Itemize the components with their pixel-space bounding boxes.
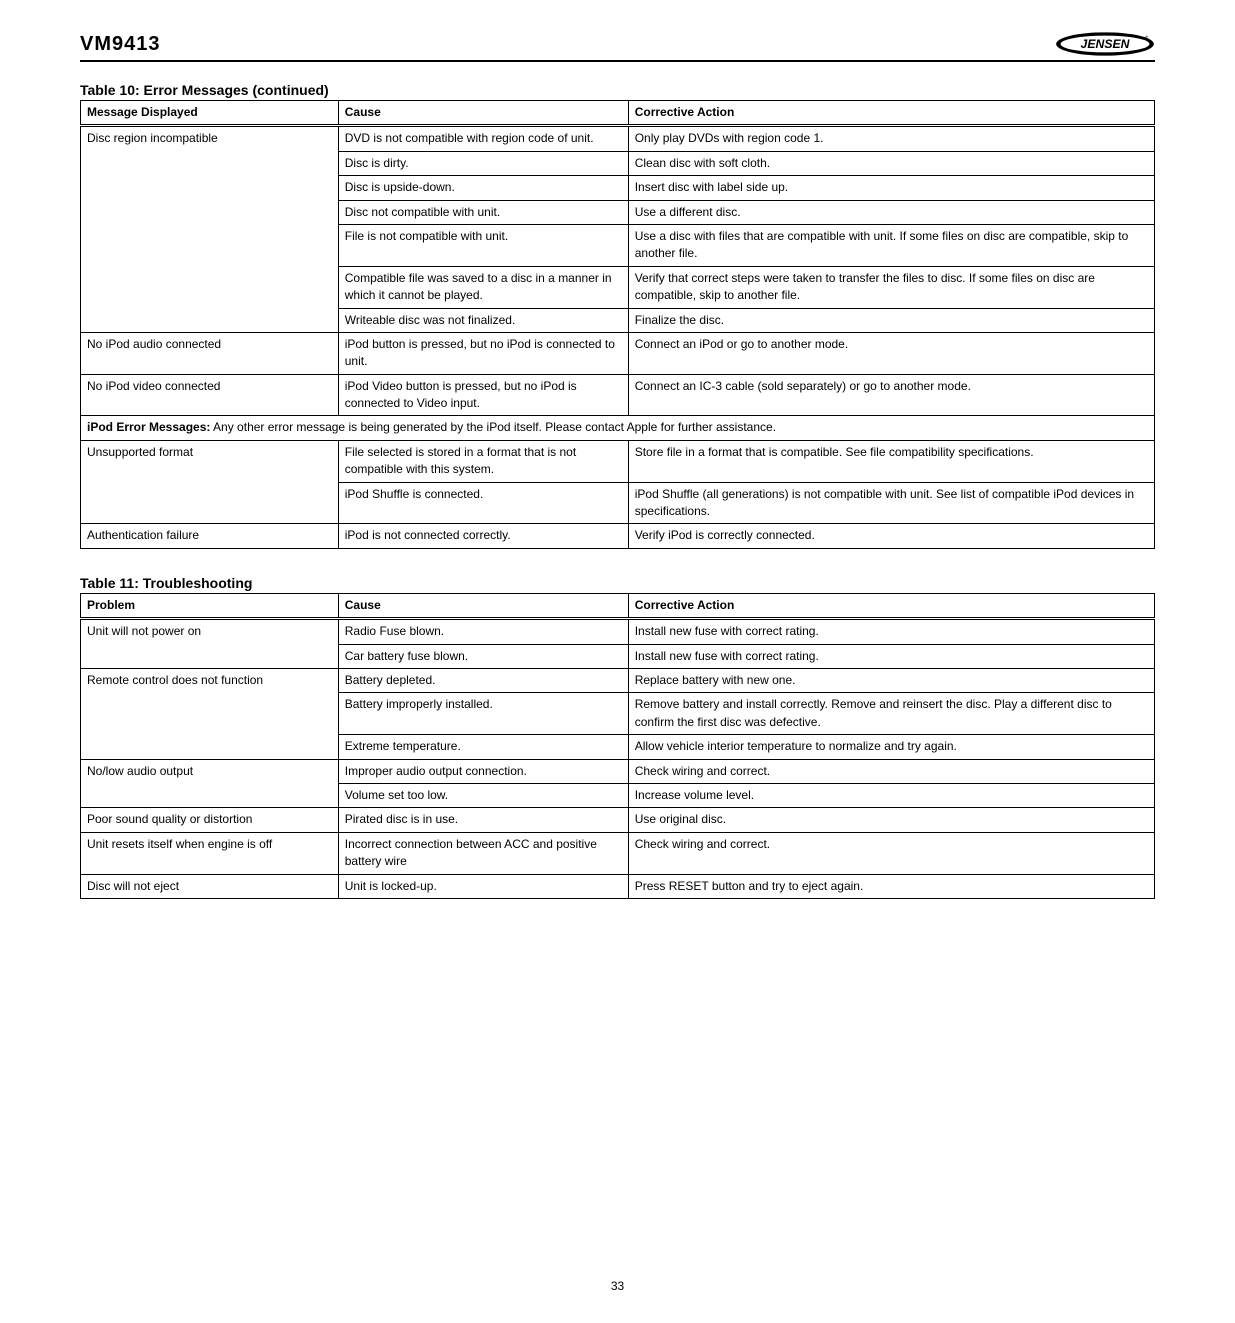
cell-first: Authentication failure xyxy=(81,524,339,548)
cell-cause: DVD is not compatible with region code o… xyxy=(338,126,628,151)
error-messages-table: Message Displayed Cause Corrective Actio… xyxy=(80,100,1155,549)
troubleshooting-table: Problem Cause Corrective Action Unit wil… xyxy=(80,593,1155,899)
t1-h2: Cause xyxy=(338,101,628,126)
cell-cause: Incorrect connection between ACC and pos… xyxy=(338,832,628,874)
cell-first: No iPod video connected xyxy=(81,374,339,416)
cell-action: Verify iPod is correctly connected. xyxy=(628,524,1154,548)
cell-cause: Unit is locked-up. xyxy=(338,874,628,898)
t2-h1: Problem xyxy=(81,593,339,618)
cell-action: Verify that correct steps were taken to … xyxy=(628,266,1154,308)
t2-h3: Corrective Action xyxy=(628,593,1154,618)
table-row-span: iPod Error Messages: Any other error mes… xyxy=(81,416,1155,440)
jensen-logo: JENSEN ® xyxy=(1055,30,1155,58)
cell-action: Insert disc with label side up. xyxy=(628,176,1154,200)
t1-h1: Message Displayed xyxy=(81,101,339,126)
cell-first: Unsupported format xyxy=(81,440,339,524)
cell-cause: iPod Shuffle is connected. xyxy=(338,482,628,524)
cell-first: Disc will not eject xyxy=(81,874,339,898)
model-number: VM9413 xyxy=(80,33,1055,56)
cell-cause: File selected is stored in a format that… xyxy=(338,440,628,482)
cell-action: Connect an IC-3 cable (sold separately) … xyxy=(628,374,1154,416)
cell-cause: iPod is not connected correctly. xyxy=(338,524,628,548)
cell-first: Unit will not power on xyxy=(81,619,339,669)
cell-action: Check wiring and correct. xyxy=(628,832,1154,874)
cell-action: Clean disc with soft cloth. xyxy=(628,151,1154,175)
cell-action: Only play DVDs with region code 1. xyxy=(628,126,1154,151)
page-header: VM9413 JENSEN ® xyxy=(80,30,1155,62)
cell-cause: Battery depleted. xyxy=(338,668,628,692)
cell-cause: Compatible file was saved to a disc in a… xyxy=(338,266,628,308)
cell-action: Check wiring and correct. xyxy=(628,759,1154,783)
cell-action: Install new fuse with correct rating. xyxy=(628,644,1154,668)
cell-cause: Disc is dirty. xyxy=(338,151,628,175)
cell-cause: Improper audio output connection. xyxy=(338,759,628,783)
cell-cause: Pirated disc is in use. xyxy=(338,808,628,832)
cell-cause: File is not compatible with unit. xyxy=(338,224,628,266)
cell-cause: Volume set too low. xyxy=(338,783,628,807)
cell-first: Unit resets itself when engine is off xyxy=(81,832,339,874)
cell-action: Connect an iPod or go to another mode. xyxy=(628,332,1154,374)
cell-cause: Writeable disc was not finalized. xyxy=(338,308,628,332)
cell-first: Poor sound quality or distortion xyxy=(81,808,339,832)
page-number: 33 xyxy=(80,1279,1155,1293)
table1-title: Table 10: Error Messages (continued) xyxy=(80,82,1155,98)
cell-cause: Battery improperly installed. xyxy=(338,693,628,735)
cell-action: Press RESET button and try to eject agai… xyxy=(628,874,1154,898)
table2-title: Table 11: Troubleshooting xyxy=(80,575,1155,591)
cell-cause: Car battery fuse blown. xyxy=(338,644,628,668)
cell-action: Use a different disc. xyxy=(628,200,1154,224)
cell-action: Increase volume level. xyxy=(628,783,1154,807)
t1-h3: Corrective Action xyxy=(628,101,1154,126)
cell-cause: Radio Fuse blown. xyxy=(338,619,628,644)
cell-action: Install new fuse with correct rating. xyxy=(628,619,1154,644)
cell-cause: iPod Video button is pressed, but no iPo… xyxy=(338,374,628,416)
cell-action: Remove battery and install correctly. Re… xyxy=(628,693,1154,735)
cell-action: Use original disc. xyxy=(628,808,1154,832)
cell-action: Use a disc with files that are compatibl… xyxy=(628,224,1154,266)
cell-cause: Disc is upside-down. xyxy=(338,176,628,200)
cell-first: No/low audio output xyxy=(81,759,339,808)
cell-first: Remote control does not function xyxy=(81,668,339,759)
cell-first: No iPod audio connected xyxy=(81,332,339,374)
cell-action: iPod Shuffle (all generations) is not co… xyxy=(628,482,1154,524)
cell-first: Disc region incompatible xyxy=(81,126,339,333)
cell-action: Allow vehicle interior temperature to no… xyxy=(628,735,1154,759)
svg-text:JENSEN: JENSEN xyxy=(1081,37,1131,51)
cell-cause: iPod button is pressed, but no iPod is c… xyxy=(338,332,628,374)
cell-cause: Extreme temperature. xyxy=(338,735,628,759)
cell-action: Replace battery with new one. xyxy=(628,668,1154,692)
cell-action: Store file in a format that is compatibl… xyxy=(628,440,1154,482)
t2-h2: Cause xyxy=(338,593,628,618)
cell-cause: Disc not compatible with unit. xyxy=(338,200,628,224)
cell-action: Finalize the disc. xyxy=(628,308,1154,332)
